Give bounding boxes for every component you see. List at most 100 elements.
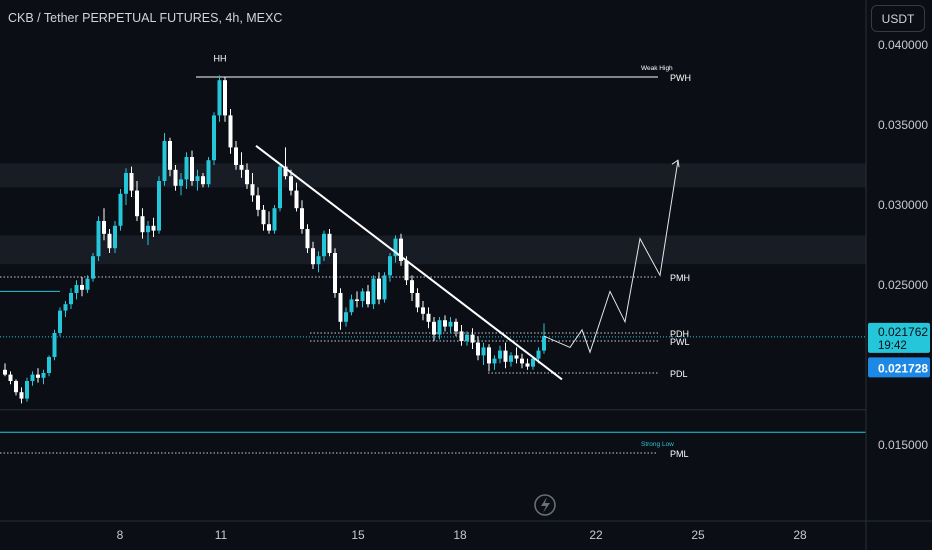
candle-body xyxy=(8,374,13,381)
current-price-label: 0.021762 xyxy=(878,325,928,339)
x-tick-label: 25 xyxy=(691,528,705,542)
candle-body xyxy=(355,299,359,301)
candle-body xyxy=(3,369,7,375)
chart-title: CKB / Tether PERPETUAL FUTURES, 4h, MEXC xyxy=(8,11,283,25)
candle-body xyxy=(503,350,508,362)
lightning-glyph xyxy=(541,497,550,513)
candle-body xyxy=(525,363,530,367)
candle-body xyxy=(399,238,403,261)
candle-body xyxy=(448,321,453,327)
candle-body xyxy=(542,336,546,351)
candle-body xyxy=(14,381,18,393)
candle-body xyxy=(344,312,348,322)
candle-body xyxy=(531,358,535,367)
level-label-pml: PML xyxy=(670,449,689,459)
level-label-pwl: PWL xyxy=(670,337,690,347)
candle-body xyxy=(509,355,513,362)
candle-body xyxy=(267,224,271,231)
candle-body xyxy=(470,334,475,343)
candle-body xyxy=(278,166,282,209)
candle-body xyxy=(91,256,95,279)
candle-body xyxy=(536,350,541,359)
candle-body xyxy=(366,291,370,305)
candle-body xyxy=(294,190,299,209)
candle-body xyxy=(179,179,183,186)
drawings-layer: HH xyxy=(214,53,680,516)
candle-body xyxy=(80,285,84,290)
candle-body xyxy=(311,248,315,265)
level-label-pdh: PDH xyxy=(670,329,689,339)
candle-body xyxy=(289,176,293,191)
candle-body xyxy=(481,347,486,356)
currency-button[interactable]: USDT xyxy=(871,5,925,32)
candle-body xyxy=(129,173,134,191)
marker-price-label: 0.021728 xyxy=(878,361,928,375)
candle-body xyxy=(19,392,24,399)
annotation-hh: HH xyxy=(214,53,227,63)
candle-body xyxy=(228,115,233,148)
candle-body xyxy=(250,184,255,196)
candle-body xyxy=(58,310,62,333)
candle-body xyxy=(206,160,211,185)
candle-body xyxy=(465,334,469,341)
candle-body xyxy=(443,320,447,327)
candle-body xyxy=(69,293,73,305)
candle-body xyxy=(360,291,365,301)
candle-body xyxy=(25,381,29,399)
candle-body xyxy=(432,321,436,335)
x-tick-label: 8 xyxy=(117,528,124,542)
candle-body xyxy=(459,331,464,341)
candle-body xyxy=(146,225,150,233)
level-label-pwh: PWH xyxy=(670,73,691,83)
candle-body xyxy=(52,333,57,357)
candle-body xyxy=(382,275,387,300)
candle-body xyxy=(30,374,35,381)
candle-body xyxy=(239,165,244,170)
candle-body xyxy=(393,238,398,257)
candle-body xyxy=(118,193,123,226)
y-tick-label: 0.040000 xyxy=(878,38,928,52)
x-tick-label: 15 xyxy=(351,528,365,542)
candle-body xyxy=(261,209,266,225)
projection-path xyxy=(543,160,679,354)
candle-body xyxy=(245,169,249,185)
candle-body xyxy=(410,280,414,293)
candle-body xyxy=(476,342,480,356)
candle-body xyxy=(63,304,68,311)
lightning-icon xyxy=(534,494,556,516)
candle-body xyxy=(388,256,392,276)
candle-body xyxy=(426,313,431,322)
current-price-tag xyxy=(868,322,930,353)
candle-body xyxy=(377,278,381,300)
candle-body xyxy=(492,358,497,364)
candle-body xyxy=(74,285,79,293)
x-tick-label: 22 xyxy=(589,528,603,542)
candle-body xyxy=(190,157,194,181)
candle-body xyxy=(272,208,277,231)
candle-body xyxy=(305,229,310,249)
supply-zone-1 xyxy=(0,235,866,265)
candle-body xyxy=(102,221,106,234)
trendline xyxy=(255,145,563,381)
candle-body xyxy=(234,147,238,165)
candle-body xyxy=(349,299,354,313)
candle-body xyxy=(124,173,128,194)
candle-body xyxy=(41,373,46,378)
candle-body xyxy=(333,253,337,293)
zones-layer xyxy=(0,163,866,265)
x-tick-label: 18 xyxy=(453,528,467,542)
countdown-label: 19:42 xyxy=(878,340,907,352)
candle-body xyxy=(201,176,205,185)
candle-body xyxy=(135,190,139,217)
candle-body xyxy=(327,233,332,253)
x-tick-label: 28 xyxy=(793,528,807,542)
candle-body xyxy=(437,320,442,335)
candle-body xyxy=(454,321,458,332)
candle-body xyxy=(322,233,326,257)
candle-body xyxy=(498,350,502,359)
candle-body xyxy=(113,225,117,249)
projection-arrowhead xyxy=(671,159,680,168)
candle-body xyxy=(140,216,145,233)
